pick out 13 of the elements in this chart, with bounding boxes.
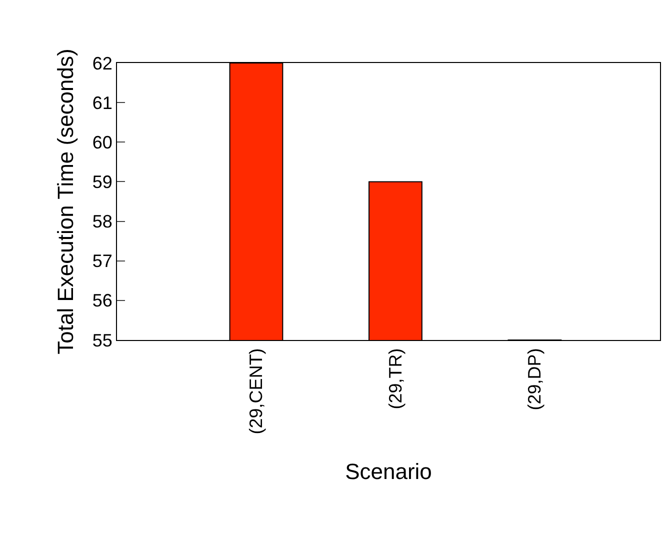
y-tick-label: 55 bbox=[92, 330, 112, 350]
y-tick-label: 61 bbox=[92, 92, 112, 113]
x-tick-label: (29,DP) bbox=[524, 348, 545, 410]
x-tick-label: (29,TR) bbox=[385, 348, 406, 410]
y-axis-title: Total Execution Time (seconds) bbox=[53, 48, 78, 354]
y-tick-label: 60 bbox=[92, 132, 112, 152]
y-tick-label: 62 bbox=[92, 53, 112, 74]
y-tick-label: 58 bbox=[92, 212, 112, 232]
y-tick-label: 57 bbox=[92, 251, 112, 272]
y-tick-label: 56 bbox=[92, 290, 112, 311]
x-tick-label: (29,CENT) bbox=[246, 348, 266, 434]
x-axis-title: Scenario bbox=[345, 459, 432, 484]
y-tick-label: 59 bbox=[92, 172, 112, 192]
